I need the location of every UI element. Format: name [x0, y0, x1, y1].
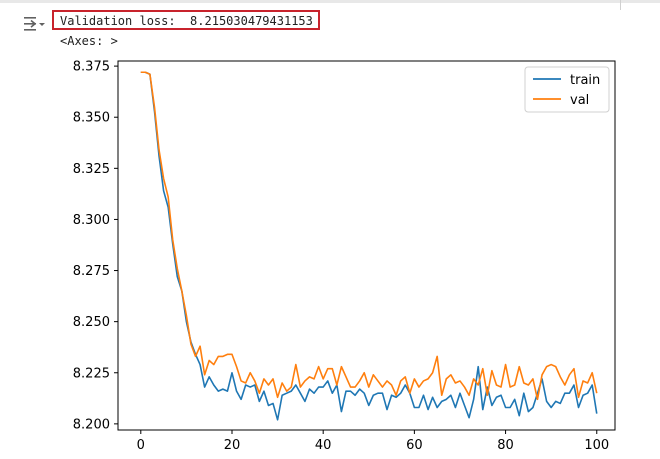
plot-area	[117, 60, 616, 431]
legend-label-val: val	[570, 93, 589, 108]
y-tick-label: 8.200	[73, 417, 110, 432]
y-tick-label: 8.350	[73, 111, 110, 126]
x-tick-label: 40	[315, 438, 332, 453]
validation-loss-value: 8.215030479431153	[190, 14, 313, 28]
x-tick-label: 0	[137, 438, 145, 453]
series-line-val	[140, 71, 598, 401]
x-tick-label: 20	[224, 438, 241, 453]
legend-label-train: train	[570, 73, 600, 88]
cell-right-border	[620, 0, 621, 10]
axes-repr-output: <Axes: >	[60, 34, 118, 48]
axis-ticks: 0 20 40 60 80 100 8.200 8.225 8.250 8.275 8.300 8.3…	[73, 60, 609, 453]
y-tick-label: 8.225	[73, 366, 110, 381]
y-tick-label: 8.325	[73, 162, 110, 177]
x-tick-label: 60	[406, 438, 423, 453]
y-tick-label: 8.275	[73, 264, 110, 279]
validation-loss-output: Validation loss: 8.215030479431153	[52, 10, 320, 30]
y-tick-label: 8.300	[73, 213, 110, 228]
y-tick-label: 8.375	[73, 60, 110, 75]
x-tick-label: 100	[584, 438, 609, 453]
validation-loss-label: Validation loss:	[60, 14, 176, 28]
x-tick-label: 80	[497, 438, 514, 453]
series-line-train	[140, 71, 598, 421]
cell-top-border	[0, 0, 660, 3]
output-collapse-icon[interactable]	[22, 14, 48, 34]
chart-legend: train val	[524, 66, 610, 113]
chart-series	[140, 71, 598, 421]
y-tick-label: 8.250	[73, 315, 110, 330]
